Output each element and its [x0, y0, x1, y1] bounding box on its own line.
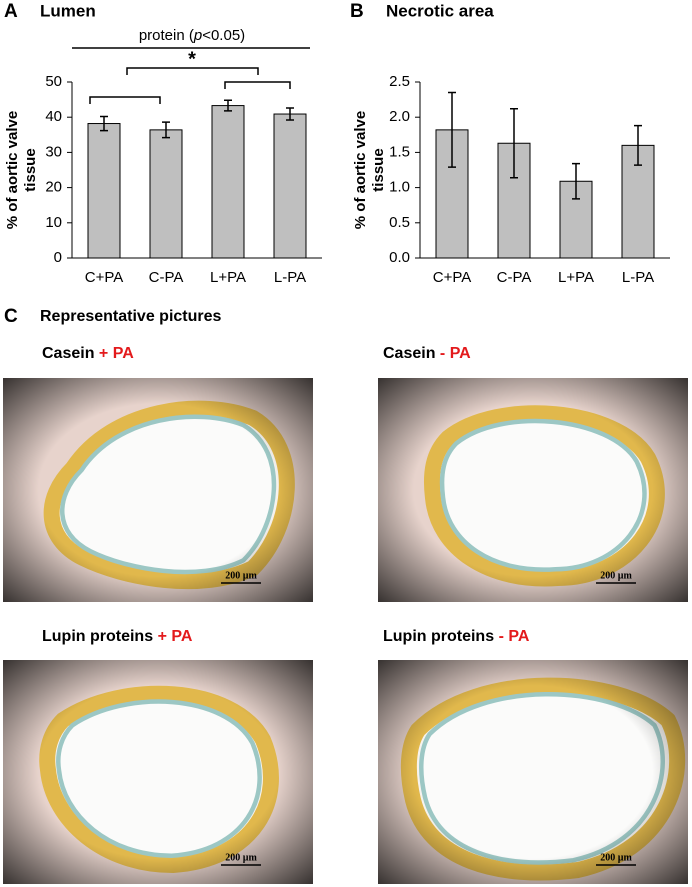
y-tick-label: 0: [54, 249, 62, 266]
caption-treatment: + PA: [157, 628, 193, 645]
y-tick-label: 20: [45, 179, 62, 196]
bar: [497, 142, 531, 259]
error-bar: [572, 162, 580, 200]
error-bar: [510, 108, 518, 179]
y-tick-label: 1.0: [389, 179, 410, 196]
caption-name: Casein: [383, 345, 436, 362]
annotation-text: protein (: [139, 27, 194, 44]
bar: [211, 105, 245, 259]
panel-label: A: [4, 1, 18, 22]
panel-label: B: [350, 1, 364, 22]
caption-name: Casein: [42, 345, 95, 362]
y-tick-label: 50: [45, 73, 62, 90]
significance-brackets: [72, 47, 310, 104]
error-bar: [224, 99, 232, 112]
x-tick-label: L+PA: [558, 269, 594, 286]
y-tick-label: 2.5: [389, 73, 410, 90]
error-bar: [448, 91, 456, 168]
error-bar: [100, 115, 108, 132]
annotation-text: p: [193, 27, 202, 44]
x-tick-label: L-PA: [274, 269, 306, 286]
y-tick-label: 0.5: [389, 214, 410, 231]
chart-title: Necrotic area: [386, 1, 494, 20]
error-bar: [162, 121, 170, 139]
error-bar: [634, 124, 642, 166]
vignette-overlay: [3, 660, 313, 884]
y-axis-label: % of aortic valve tissue: [4, 110, 39, 230]
y-tick-label: 30: [45, 143, 62, 160]
picture-caption: Lupin proteins + PA: [42, 628, 192, 646]
y-axis-label: % of aortic valve tissue: [352, 110, 387, 230]
protein-annotation: protein (p<0.05): [139, 27, 245, 44]
bar: [273, 113, 307, 259]
picture-caption: Lupin proteins - PA: [383, 628, 529, 646]
vignette-overlay: [3, 378, 313, 602]
section-title: Representative pictures: [40, 308, 222, 325]
panel-label: C: [4, 306, 18, 327]
y-tick-label: 0.0: [389, 249, 410, 266]
x-tick-label: C-PA: [497, 269, 532, 286]
scale-label: 200 µm: [225, 570, 257, 581]
y-tick-label: 10: [45, 214, 62, 231]
micrograph: 200 µm: [378, 660, 688, 884]
scale-label: 200 µm: [600, 570, 632, 581]
caption-treatment: - PA: [498, 628, 530, 645]
x-tick-label: C+PA: [433, 269, 472, 286]
micrograph: 200 µm: [3, 378, 313, 602]
micrograph: 200 µm: [3, 660, 313, 884]
y-tick-label: 2.0: [389, 108, 410, 125]
bar: [149, 129, 183, 259]
vignette-overlay: [378, 378, 688, 602]
star-annotation: *: [188, 48, 196, 70]
caption-treatment: + PA: [98, 345, 134, 362]
y-tick-label: 1.5: [389, 143, 410, 160]
scale-label: 200 µm: [225, 852, 257, 863]
x-tick-label: L-PA: [622, 269, 654, 286]
caption-name: Lupin proteins: [383, 628, 495, 645]
charts: protein (p<0.05) * A Lumen 0 10 20 30 40 50 C+PA…: [4, 1, 670, 286]
x-tick-label: L+PA: [210, 269, 246, 286]
x-tick-label: C-PA: [149, 269, 184, 286]
scale-label: 200 µm: [600, 852, 632, 863]
micrograph: 200 µm: [378, 378, 688, 602]
x-tick-label: C+PA: [85, 269, 124, 286]
picture-caption: Casein - PA: [383, 345, 471, 363]
caption-treatment: - PA: [439, 345, 471, 362]
caption-name: Lupin proteins: [42, 628, 154, 645]
bar: [87, 123, 121, 259]
y-tick-label: 40: [45, 108, 62, 125]
error-bar: [286, 107, 294, 121]
chart-title: Lumen: [40, 1, 96, 20]
vignette-overlay: [378, 660, 688, 884]
picture-caption: Casein + PA: [42, 345, 134, 363]
annotation-text: <0.05): [202, 27, 245, 44]
